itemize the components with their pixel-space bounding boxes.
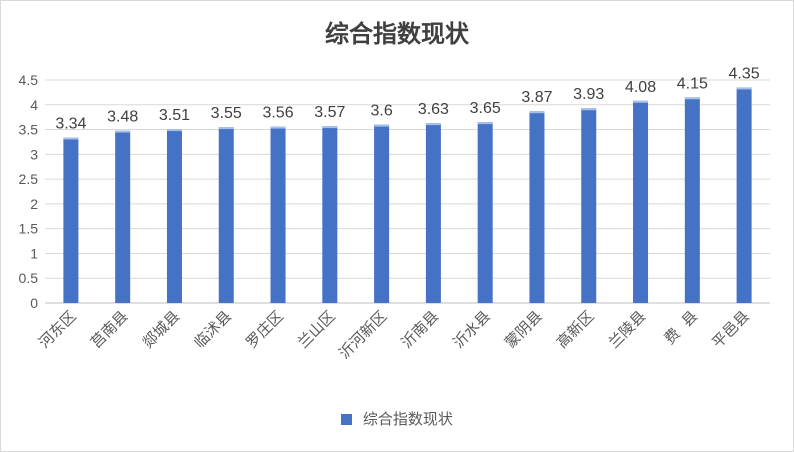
y-tick-label: 0 [30, 295, 38, 311]
bar-highlight [529, 111, 545, 114]
category-label: 郯城县 [139, 307, 184, 352]
bar-highlight [270, 126, 286, 129]
data-label: 4.15 [677, 75, 708, 92]
bar-highlight [477, 122, 493, 125]
category-label: 罗庄区 [242, 307, 287, 352]
bar [581, 108, 597, 303]
bar [218, 127, 234, 303]
legend-label: 综合指数现状 [362, 410, 453, 428]
bar [684, 97, 700, 303]
bar-highlight [63, 137, 79, 140]
y-tick-label: 3 [30, 146, 38, 162]
bar [322, 126, 338, 303]
category-label: 莒南县 [87, 307, 132, 352]
category-label: 平邑县 [708, 307, 753, 352]
y-tick-label: 4.5 [19, 72, 39, 88]
y-tick-label: 1.5 [19, 221, 39, 237]
bar [115, 130, 131, 303]
bar-highlight [218, 127, 234, 130]
data-label: 3.65 [470, 100, 501, 117]
data-label: 3.93 [573, 86, 604, 103]
category-label: 临沭县 [191, 307, 236, 352]
chart-title: 综合指数现状 [325, 19, 469, 48]
data-label: 3.56 [262, 105, 293, 122]
category-label: 沂水县 [449, 307, 494, 352]
bar [374, 124, 390, 303]
bar [529, 111, 545, 303]
category-label: 高新区 [553, 307, 598, 352]
bar-highlight [115, 130, 131, 133]
bar [633, 100, 649, 304]
bar [166, 129, 182, 303]
bar-highlight [374, 124, 390, 127]
bar [477, 122, 493, 303]
data-label: 3.51 [159, 107, 190, 124]
legend: 综合指数现状 [0, 408, 794, 429]
data-label: 3.48 [107, 109, 138, 126]
category-label: 费 县 [660, 307, 701, 348]
data-label: 4.08 [625, 79, 656, 96]
data-label: 3.34 [55, 115, 86, 132]
bar [270, 126, 286, 304]
category-label: 兰陵县 [605, 307, 650, 352]
bar-highlight [684, 97, 700, 100]
y-tick-label: 2.5 [19, 171, 39, 187]
bar [425, 123, 441, 303]
data-label: 3.55 [211, 105, 242, 122]
category-label: 沂南县 [398, 307, 443, 352]
y-tick-label: 2 [30, 196, 38, 212]
y-tick-label: 1 [30, 245, 38, 261]
y-tick-label: 0.5 [19, 270, 39, 286]
bar-highlight [425, 123, 441, 126]
data-label: 3.63 [418, 101, 449, 118]
bar-highlight [736, 87, 752, 90]
data-label: 4.35 [729, 65, 760, 82]
legend-swatch [341, 414, 353, 425]
category-label: 蒙阴县 [501, 307, 546, 352]
category-label: 沂河新区 [335, 307, 390, 362]
category-label: 河东区 [35, 307, 80, 352]
bar [63, 137, 79, 303]
bar-highlight [633, 100, 649, 103]
y-tick-label: 3.5 [19, 122, 39, 138]
bar-highlight [322, 126, 338, 129]
bar-highlight [166, 129, 182, 132]
bar-highlight [581, 108, 597, 111]
data-label: 3.6 [370, 103, 392, 120]
data-label: 3.57 [314, 104, 345, 121]
bar [736, 87, 752, 303]
data-label: 3.87 [521, 89, 552, 106]
category-label: 兰山区 [294, 307, 339, 352]
y-tick-label: 4 [30, 97, 38, 113]
